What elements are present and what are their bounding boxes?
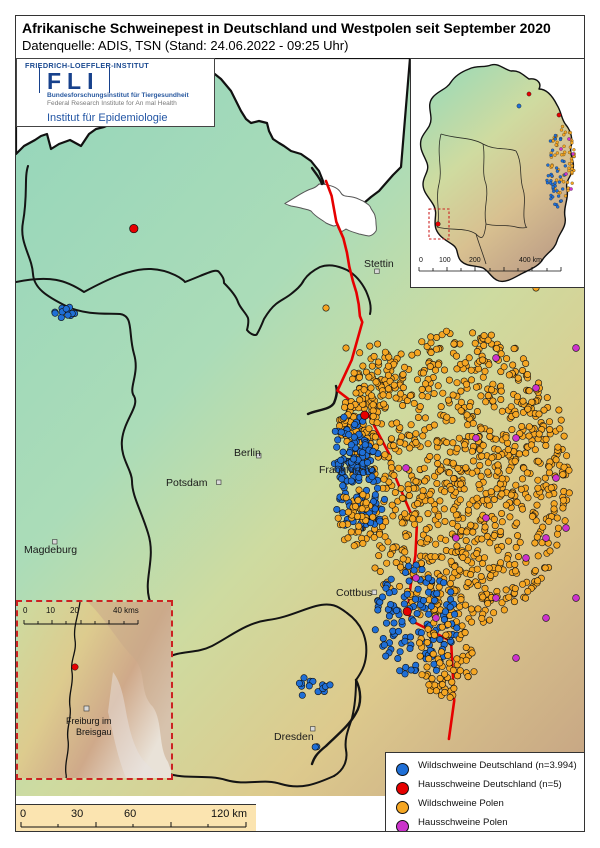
svg-text:Breisgau: Breisgau (76, 727, 112, 737)
svg-text:30: 30 (71, 808, 83, 820)
svg-text:Magdeburg: Magdeburg (24, 544, 77, 556)
svg-text:Stettin: Stettin (364, 258, 394, 270)
svg-text:0: 0 (23, 606, 28, 615)
svg-text:100: 100 (439, 257, 451, 264)
svg-text:Dresden: Dresden (274, 731, 314, 743)
svg-text:200: 200 (469, 257, 481, 264)
svg-text:20: 20 (70, 606, 79, 615)
svg-text:40 kms: 40 kms (113, 606, 139, 615)
svg-text:Freiburg im: Freiburg im (66, 716, 112, 726)
svg-text:Frankfurt (O: Frankfurt (O (319, 464, 376, 476)
svg-text:0: 0 (20, 808, 26, 820)
svg-text:0: 0 (419, 257, 423, 264)
svg-text:Cottbus: Cottbus (336, 587, 372, 599)
svg-text:120 km: 120 km (211, 808, 247, 820)
svg-text:60: 60 (124, 808, 136, 820)
svg-text:400 km: 400 km (519, 257, 542, 264)
svg-text:Berlin: Berlin (234, 447, 261, 459)
svg-text:10: 10 (46, 606, 55, 615)
svg-text:Potsdam: Potsdam (166, 477, 208, 489)
